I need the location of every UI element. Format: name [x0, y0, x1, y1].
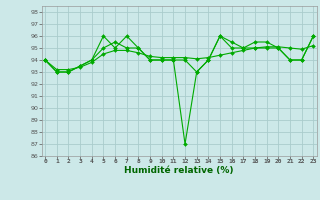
X-axis label: Humidité relative (%): Humidité relative (%): [124, 166, 234, 175]
